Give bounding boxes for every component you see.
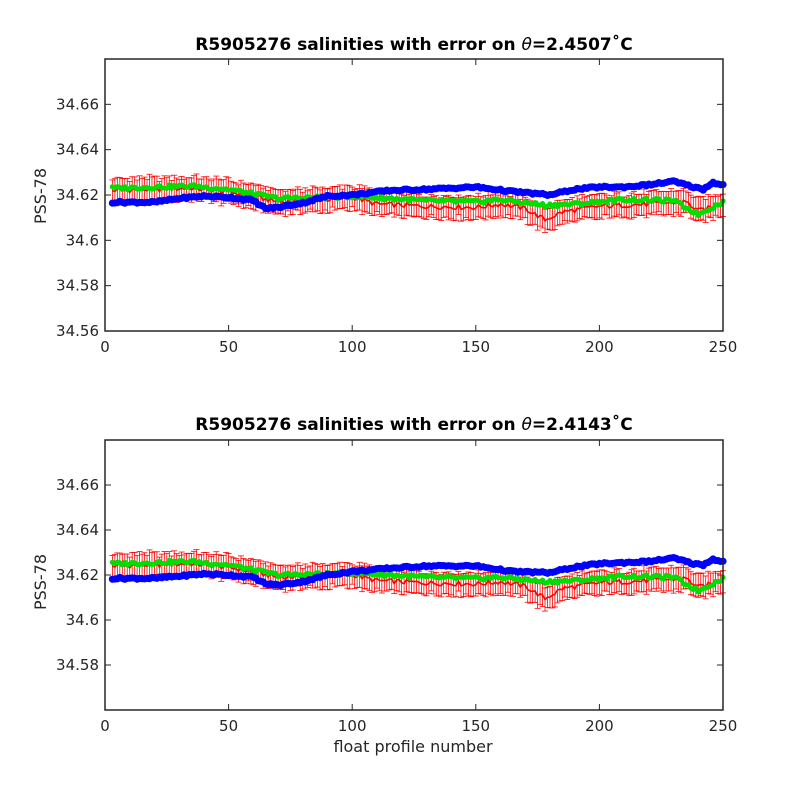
y-tick-label: 34.62 xyxy=(56,186,99,204)
x-tick-label: 200 xyxy=(585,717,614,735)
x-tick-label: 250 xyxy=(709,717,738,735)
axes-frame xyxy=(104,439,724,711)
x-tick-label: 100 xyxy=(338,717,367,735)
y-tick-label: 34.58 xyxy=(56,277,99,295)
x-tick-label: 50 xyxy=(219,338,238,356)
y-axis-label: PSS-78 xyxy=(31,554,50,610)
y-tick-label: 34.6 xyxy=(66,611,99,629)
chart-title: R5905276 salinities with error on θ=2.45… xyxy=(195,33,632,55)
x-tick-label: 100 xyxy=(338,338,367,356)
x-axis-label: float profile number xyxy=(333,737,493,756)
chart-title: R5905276 salinities with error on θ=2.41… xyxy=(195,413,632,435)
plot-area: 0 50 100 150 200 250 34.56 34.58 34.6 34.62 34.64 3… xyxy=(56,58,738,356)
x-tick-label: 250 xyxy=(709,338,738,356)
mapped-salinity-point xyxy=(693,585,699,591)
y-tick-label: 34.58 xyxy=(56,656,99,674)
x-tick-label: 200 xyxy=(585,338,614,356)
y-tick-label: 34.56 xyxy=(56,322,99,340)
chart-panel-bottom: R5905276 salinities with error on θ=2.41… xyxy=(31,413,737,756)
plot-area: 0 50 100 150 200 250 34.58 34.6 34.62 34.64 34.66 xyxy=(56,439,738,735)
y-tick-label: 34.66 xyxy=(56,476,99,494)
y-tick-label: 34.6 xyxy=(66,231,99,249)
chart-panel-top: R5905276 salinities with error on θ=2.45… xyxy=(31,33,737,356)
x-tick-label: 50 xyxy=(219,717,238,735)
axes-frame xyxy=(104,58,724,332)
mapped-salinity-point xyxy=(693,208,699,214)
y-tick-label: 34.66 xyxy=(56,95,99,113)
y-tick-label: 34.64 xyxy=(56,521,99,539)
mapped-salinity-point xyxy=(717,201,724,208)
mapped-salinity-point xyxy=(678,200,684,206)
x-tick-label: 0 xyxy=(100,717,110,735)
y-tick-label: 34.64 xyxy=(56,141,99,159)
x-tick-label: 150 xyxy=(461,717,490,735)
mapped-salinity-point xyxy=(678,577,684,583)
x-tick-label: 0 xyxy=(100,338,110,356)
x-tick-label: 150 xyxy=(461,338,490,356)
y-axis-label: PSS-78 xyxy=(31,168,50,224)
mapped-salinity-point xyxy=(717,578,724,584)
y-tick-label: 34.62 xyxy=(56,566,99,584)
